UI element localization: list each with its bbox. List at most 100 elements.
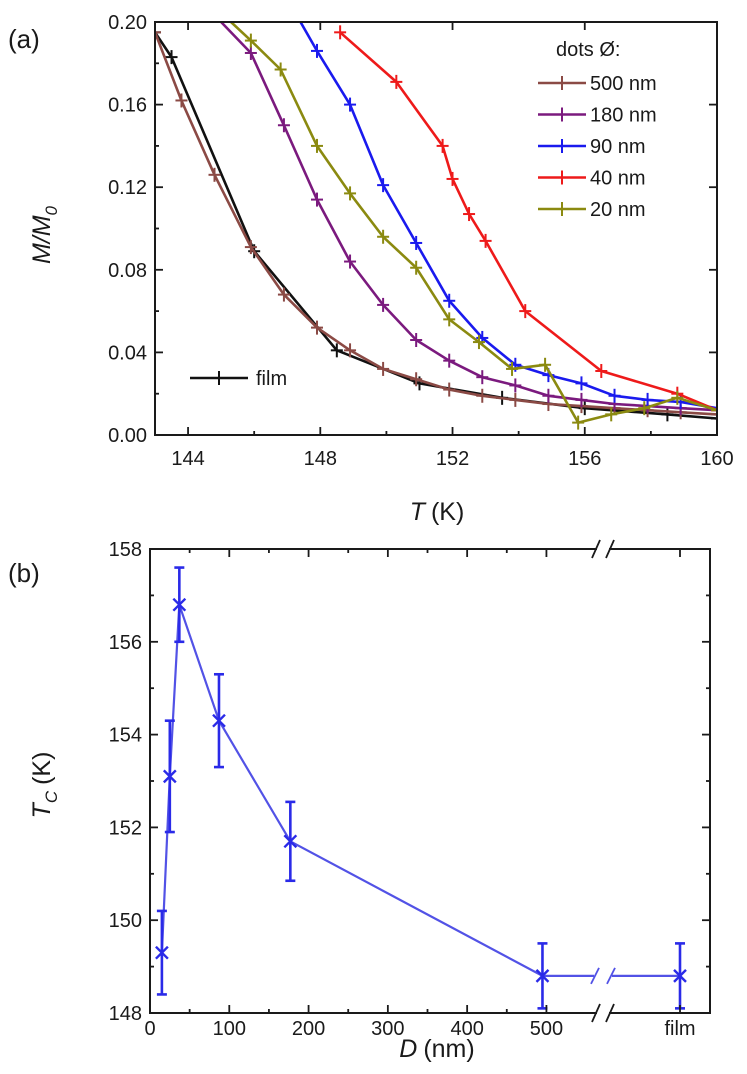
series-40-nm-marker <box>595 363 608 378</box>
legend-item: 90 nm <box>538 136 646 158</box>
panel-b-x-ticks: 0 100 200 300 400 500 <box>144 549 681 1040</box>
series-40-nm-marker <box>334 25 347 40</box>
panel-b-y-tick-label: 150 <box>109 910 142 932</box>
panel-b-y-unit: (K) <box>28 752 56 785</box>
series-20-nm-marker <box>472 335 485 350</box>
series-20-nm-marker <box>344 186 357 201</box>
series-180-nm-marker <box>443 353 456 368</box>
panel-a-legend: dots Ø: 500 nm 180 nm 90 nm 40 nm 20 nm film <box>190 39 657 390</box>
x-marker-b <box>535 969 550 983</box>
series-90-nm-marker <box>575 376 588 391</box>
x-marker-b <box>162 769 177 784</box>
panel-b-data-point <box>172 566 187 644</box>
panel-a-plot-area <box>155 22 717 430</box>
panel-b-label: (b) <box>8 558 40 588</box>
panel-b-data-point <box>162 719 177 834</box>
series-20-nm-line <box>230 22 717 424</box>
panel-b-y-tick-label: 158 <box>109 539 142 561</box>
panel-a-x-tick-label: 144 <box>171 448 204 470</box>
series-90-nm-marker <box>443 293 456 308</box>
panel-b-x-tick-label: 400 <box>450 1018 483 1040</box>
series-500-nm-marker <box>443 382 456 397</box>
series-180-nm-line <box>220 22 717 412</box>
axis-break-mark <box>605 1003 615 1023</box>
series-20-nm-marker <box>377 229 390 244</box>
series-500-nm-marker <box>344 343 357 358</box>
series-180-nm-marker <box>509 378 522 393</box>
series-40-nm-marker <box>479 233 492 248</box>
panel-b-x-var: D <box>399 1035 417 1063</box>
panel-a-x-ticks: 144 148 152 156 160 <box>171 22 734 470</box>
series-20-nm-marker <box>274 62 287 77</box>
panel-b-y-ticks: 148 150 152 154 156 158 <box>109 539 710 1025</box>
panel-a-y-tick-label: 0.04 <box>108 342 147 364</box>
panel-b-series-line <box>160 604 544 977</box>
series-180-nm-marker <box>377 297 390 312</box>
panel-a-x-var: T <box>410 498 427 526</box>
panel-a-y-sub: 0 <box>42 205 61 215</box>
legend-item: 180 nm <box>538 105 657 127</box>
panel-a-x-axis-label: T (K) <box>410 498 465 526</box>
panel-a-y-tick-label: 0.00 <box>108 425 147 447</box>
series-90-nm-marker <box>608 388 621 403</box>
panel-b-x-unit: (nm) <box>423 1035 474 1063</box>
legend-item: 40 nm <box>538 168 646 190</box>
x-marker-b <box>673 969 687 983</box>
panel-a-x-tick-label: 148 <box>304 448 337 470</box>
panel-b-data-point <box>212 672 226 769</box>
series-20-nm-marker <box>572 415 585 430</box>
series-film-marker <box>661 407 674 422</box>
series-40-nm-marker <box>390 74 403 89</box>
series-20-nm-marker <box>671 390 684 405</box>
panel-b-axis-break <box>591 539 615 1023</box>
series-40-nm-marker <box>463 207 476 222</box>
legend-item-film: film <box>190 368 287 390</box>
panel-a-y-axis-label: M/M0 <box>28 205 61 264</box>
series-180-nm-marker <box>575 392 588 407</box>
series-40-nm-marker <box>446 171 459 186</box>
panel-a: (a) 0.00 0.04 0.08 0.12 0.16 0.20 144 148 152 15… <box>8 12 734 526</box>
panel-b-frame <box>149 548 711 1014</box>
series-180-nm-marker <box>310 192 323 207</box>
panel-b-y-tick-label: 156 <box>109 632 142 654</box>
panel-b-y-tick-label: 152 <box>109 817 142 839</box>
panel-b-data-point <box>155 909 169 996</box>
panel-b-x-tick-label: 100 <box>213 1018 246 1040</box>
legend-item: 500 nm <box>538 73 657 95</box>
series-180-nm-marker <box>344 254 357 269</box>
series-20-nm-marker <box>310 138 323 153</box>
series-90-nm-marker <box>344 97 357 112</box>
legend-label: 500 nm <box>590 73 657 95</box>
series-180-nm-marker <box>542 388 555 403</box>
series-500-nm-marker <box>175 93 188 108</box>
panel-a-y-tick-label: 0.08 <box>108 260 147 282</box>
legend-title: dots Ø: <box>556 39 620 61</box>
series-500-nm-marker <box>208 167 221 182</box>
series-500-nm-marker <box>711 407 717 422</box>
series-20-nm-marker <box>244 33 257 48</box>
legend-label: 180 nm <box>590 105 657 127</box>
panel-b-x-tick-label: 200 <box>292 1018 325 1040</box>
panel-b-y-tick-label: 154 <box>109 725 142 747</box>
panel-a-x-tick-label: 152 <box>436 448 469 470</box>
series-500-nm-marker <box>155 25 161 40</box>
panel-a-y-tick-label: 0.16 <box>108 95 147 117</box>
x-marker-b <box>212 713 226 728</box>
series-40-nm-marker <box>436 138 449 153</box>
panel-b-line-break <box>606 967 616 985</box>
axis-break-mark <box>591 539 601 559</box>
series-180-nm-marker <box>476 370 489 385</box>
panel-b-data-point <box>283 800 298 883</box>
series-180-nm-marker <box>410 333 423 348</box>
panel-b-x-tick-label: 300 <box>371 1018 404 1040</box>
legend-label: 40 nm <box>590 168 646 190</box>
series-180-nm-marker <box>244 45 257 60</box>
legend-label: 90 nm <box>590 136 646 158</box>
series-40-nm-marker <box>519 304 532 319</box>
series-90-nm-marker <box>410 235 423 250</box>
series-90-nm-marker <box>310 43 323 58</box>
series-500-nm-marker <box>509 392 522 407</box>
series-500-nm-marker <box>310 320 323 335</box>
legend-item: 20 nm <box>538 199 646 221</box>
